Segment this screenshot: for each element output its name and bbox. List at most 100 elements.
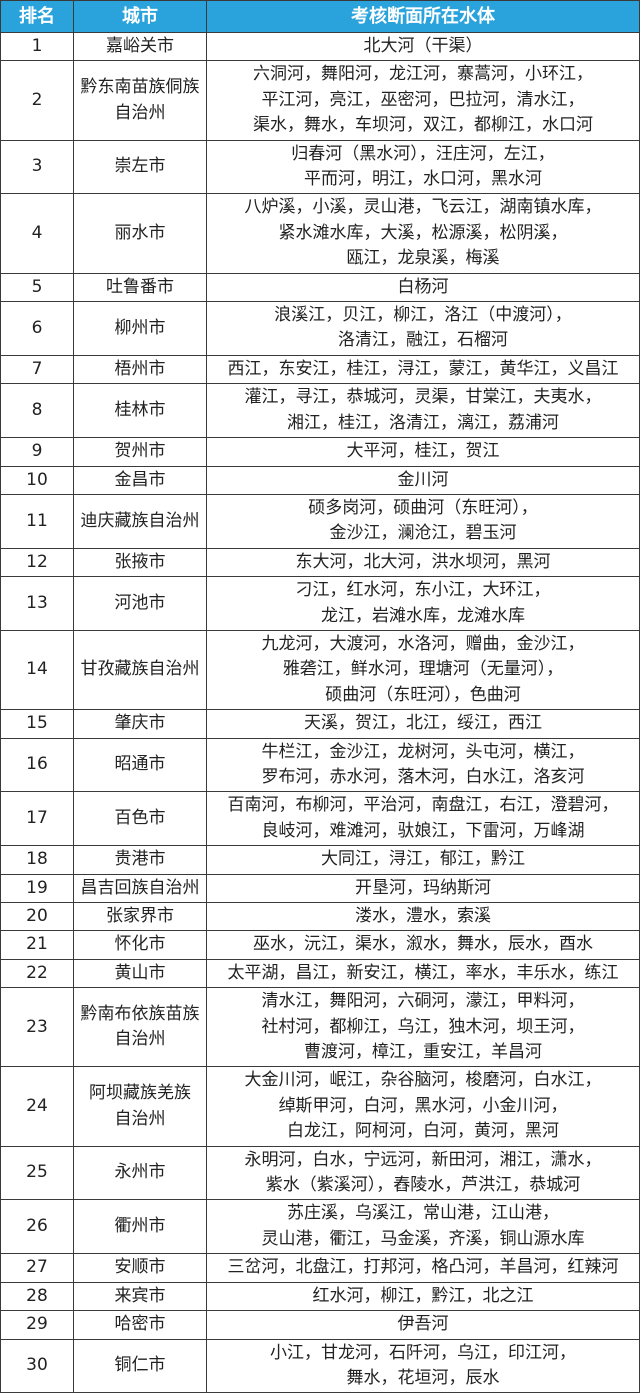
- rivers-cell: 大金川河，岷江，杂谷脑河，梭磨河，白水江， 绰斯甲河，白河，黑水河，小金川河， 白龙…: [206, 1066, 640, 1147]
- table-row: 7 梧州市 西江，东安江，桂江，浔江，蒙江，黄华江，义昌江: [0, 354, 640, 385]
- rank-cell: 8: [0, 383, 74, 439]
- rank-cell: 5: [0, 272, 74, 303]
- rank-cell: 3: [0, 139, 74, 195]
- rivers-line: 紧水滩水库，大溪，松源溪，松阴溪，: [278, 222, 568, 243]
- rivers-line: 小江，甘龙河，石阡河，乌江，印江河，: [270, 1342, 576, 1363]
- rank-cell: 22: [0, 958, 74, 989]
- rank-cell: 13: [0, 576, 74, 631]
- city-cell: 怀化市: [73, 930, 207, 960]
- city-line: 百色市: [114, 808, 166, 829]
- table-row: 18 贵港市 大同江，浔江，郁江，黔江: [0, 845, 640, 875]
- city-line: 安顺市: [114, 1257, 166, 1278]
- table-row: 1 嘉峪关市 北大河（干渠）: [0, 31, 640, 62]
- city-cell: 黔东南苗族侗族 自治州: [73, 60, 207, 141]
- rank-cell: 11: [0, 493, 74, 549]
- rivers-line: 金川河: [397, 469, 449, 490]
- rank-cell: 4: [0, 193, 74, 274]
- rank-cell: 24: [0, 1066, 74, 1147]
- rivers-line: 六洞河，舞阳河，龙江河，寨蒿河，小环江，: [253, 64, 593, 85]
- city-cell: 甘孜藏族自治州: [73, 629, 207, 711]
- city-line: 黄山市: [114, 962, 166, 983]
- rivers-cell: 小江，甘龙河，石阡河，乌江，印江河， 舞水，花垣河，辰水: [206, 1338, 640, 1393]
- table-body: 1 嘉峪关市 北大河（干渠） 2 黔东南苗族侗族 自治州 六洞河，舞阳河，龙江河，寨蒿河，小…: [0, 31, 640, 1393]
- rank-cell: 29: [0, 1310, 74, 1340]
- rank-cell: 14: [0, 629, 74, 711]
- city-line: 永州市: [114, 1162, 166, 1183]
- rank-cell: 6: [0, 301, 74, 356]
- table-row: 6 柳州市 浪溪江，贝江，柳江，洛江（中渡河）， 洛清江，融江，石榴河: [0, 301, 640, 356]
- rank-cell: 28: [0, 1281, 74, 1312]
- rank-cell: 12: [0, 547, 74, 578]
- rivers-line: 大金川河，岷江，杂谷脑河，梭磨河，白水江，: [244, 1070, 602, 1091]
- table-row: 2 黔东南苗族侗族 自治州 六洞河，舞阳河，龙江河，寨蒿河，小环江， 平江河，亮江，巫密…: [0, 60, 640, 141]
- city-line: 嘉峪关市: [106, 36, 174, 56]
- city-line: 昌吉回族自治州: [80, 877, 200, 898]
- rivers-line: 浪溪江，贝江，柳江，洛江（中渡河），: [274, 305, 572, 326]
- rivers-cell: 永明河，白水，宁远河，新田河，湘江，潇水， 紫水（紫溪河），舂陵水，芦洪江，恭城河: [206, 1145, 640, 1201]
- rivers-cell: 硕多岗河，硕曲河（东旺河）， 金沙江，澜沧江，碧玉河: [206, 493, 640, 549]
- city-cell: 吐鲁番市: [73, 272, 207, 303]
- city-cell: 丽水市: [73, 193, 207, 274]
- city-cell: 肇庆市: [73, 709, 207, 739]
- rivers-cell: 灌江，寻江，恭城河，灵渠，甘棠江，夫夷水， 湘江，桂江，洛清江，漓江，荔浦河: [206, 383, 640, 439]
- rivers-line: 巫水，沅江，渠水，溆水，舞水，辰水，酉水: [253, 934, 593, 955]
- city-line: 桂林市: [114, 399, 166, 420]
- rivers-line: 良岐河，难滩河，驮娘江，下雷河，万峰湖: [261, 820, 585, 841]
- header-cell: 考核断面所在水体: [206, 0, 640, 33]
- rivers-line: 北大河（干渠）: [363, 36, 483, 56]
- city-cell: 张掖市: [73, 547, 207, 578]
- rank-cell: 10: [0, 465, 74, 495]
- city-cell: 百色市: [73, 791, 207, 847]
- rivers-line: 龙江，岩滩水库，龙滩水库: [321, 605, 525, 626]
- city-line: 崇左市: [114, 156, 166, 177]
- table-row: 13 河池市 刁江，红水河，东小江，大环江， 龙江，岩滩水库，龙滩水库: [0, 576, 640, 631]
- rivers-cell: 天溪，贺江，北江，绥江，西江: [206, 709, 640, 739]
- rank-cell: 15: [0, 709, 74, 739]
- city-line: 肇庆市: [114, 713, 166, 734]
- rank-cell: 9: [0, 437, 74, 467]
- city-cell: 永州市: [73, 1145, 207, 1201]
- rank-cell: 16: [0, 737, 74, 793]
- rivers-line: 灌江，寻江，恭城河，灵渠，甘棠江，夫夷水，: [244, 387, 602, 408]
- city-line: 黔南布依族苗族: [80, 1003, 200, 1024]
- city-line: 阿坝藏族羌族: [89, 1083, 191, 1104]
- city-line: 张家界市: [106, 906, 174, 926]
- rivers-line: 红水河，柳江，黔江，北之江: [312, 1285, 534, 1306]
- rivers-line: 湘江，桂江，洛清江，漓江，荔浦河: [287, 412, 559, 433]
- rank-cell: 1: [0, 31, 74, 62]
- rivers-line: 渠水，舞水，车坝河，双江，都柳江，水口河: [253, 115, 593, 136]
- city-line: 迪庆藏族自治州: [80, 510, 200, 531]
- table-row: 12 张掖市 东大河，北大河，洪水坝河，黑河: [0, 547, 640, 578]
- table-row: 3 崇左市 归春河（黑水河），汪庄河，左江， 平而河，明江，水口河，黑水河: [0, 139, 640, 195]
- city-cell: 哈密市: [73, 1310, 207, 1340]
- rank-cell: 19: [0, 873, 74, 904]
- city-cell: 衢州市: [73, 1199, 207, 1255]
- city-cell: 黄山市: [73, 958, 207, 989]
- city-line: 贺州市: [114, 441, 166, 462]
- city-line: 自治州: [114, 1108, 166, 1129]
- city-line: 梧州市: [114, 358, 166, 379]
- rivers-line: 牛栏江，金沙江，龙树河，头屯河，横江，: [261, 741, 585, 762]
- rivers-line: 硕曲河（东旺河），色曲河: [325, 684, 521, 705]
- city-line: 哈密市: [114, 1314, 166, 1335]
- rivers-line: 东大河，北大河，洪水坝河，黑河: [295, 551, 551, 572]
- rivers-cell: 百南河，布柳河，平治河，南盘江，右江，澄碧河， 良岐河，难滩河，驮娘江，下雷河，万…: [206, 791, 640, 847]
- table-row: 15 肇庆市 天溪，贺江，北江，绥江，西江: [0, 709, 640, 739]
- rivers-line: 曹渡河，樟江，重安江，羊昌河: [304, 1042, 542, 1063]
- table-row: 14 甘孜藏族自治州 九龙河，大渡河，水洛河，赠曲，金沙江， 雅砻江，鲜水河，理塘河（…: [0, 629, 640, 711]
- rivers-cell: 开垦河，玛纳斯河: [206, 873, 640, 904]
- rivers-line: 灵山港，衢江，马金溪，齐溪，铜山源水库: [261, 1228, 585, 1249]
- rivers-line: 三岔河，北盘江，打邦河，格凸河，羊昌河，红辣河: [227, 1257, 619, 1278]
- rivers-cell: 巫水，沅江，渠水，溆水，舞水，辰水，酉水: [206, 930, 640, 960]
- rivers-line: 天溪，贺江，北江，绥江，西江: [304, 713, 542, 734]
- rivers-line: 归春河（黑水河），汪庄河，左江，: [291, 143, 555, 164]
- header-row: 排名 城市 考核断面所在水体: [0, 0, 640, 33]
- city-line: 甘孜藏族自治州: [80, 659, 200, 680]
- city-line: 吐鲁番市: [106, 276, 174, 297]
- table-row: 22 黄山市 太平湖，昌江，新安江，横江，率水，丰乐水，练江: [0, 958, 640, 989]
- city-cell: 柳州市: [73, 301, 207, 356]
- rivers-line: 永明河，白水，宁远河，新田河，湘江，潇水，: [244, 1149, 602, 1170]
- table-row: 8 桂林市 灌江，寻江，恭城河，灵渠，甘棠江，夫夷水， 湘江，桂江，洛清江，漓江，荔浦…: [0, 383, 640, 439]
- rivers-cell: 三岔河，北盘江，打邦河，格凸河，羊昌河，红辣河: [206, 1253, 640, 1283]
